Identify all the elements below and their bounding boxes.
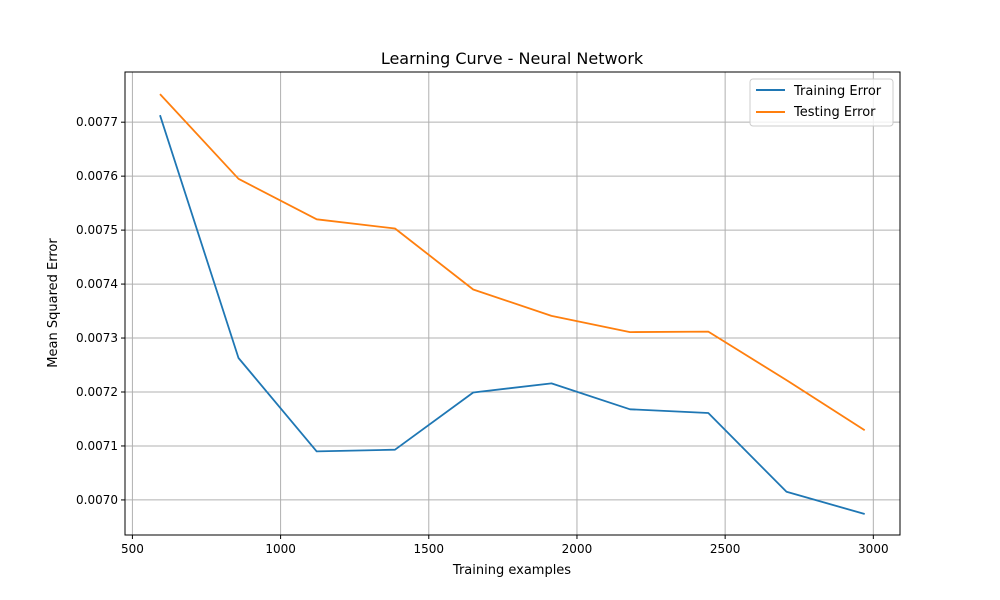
series-layer <box>159 93 866 515</box>
legend-label-training-error: Training Error <box>793 84 882 99</box>
y-tick-label: 0.0074 <box>76 277 118 291</box>
x-axis-label: Training examples <box>452 563 571 578</box>
y-tick-label: 0.0076 <box>76 169 118 183</box>
x-tick-label: 3000 <box>858 542 889 556</box>
x-tick-label: 500 <box>121 542 144 556</box>
x-tick-label: 2000 <box>562 542 593 556</box>
x-tick-label: 1000 <box>265 542 296 556</box>
legend-box <box>749 78 894 127</box>
x-tick-label: 1500 <box>414 542 445 556</box>
y-tick-label: 0.0072 <box>76 385 118 399</box>
chart-title: Learning Curve - Neural Network <box>381 49 644 68</box>
plot-area-frame <box>124 71 901 536</box>
y-tick-label: 0.0075 <box>76 223 118 237</box>
series-line-testing-error <box>159 93 866 432</box>
legend-label-testing-error: Testing Error <box>793 105 876 120</box>
y-tick-label: 0.0070 <box>76 493 118 507</box>
y-axis-label: Mean Squared Error <box>46 238 61 368</box>
y-tick-label: 0.0071 <box>76 439 118 453</box>
x-tick-label: 2500 <box>710 542 741 556</box>
series-line-training-error <box>159 114 865 515</box>
grid-layer <box>125 72 900 535</box>
tick-layer: 500 1000 1500 2000 2500 3000 0.0070 0.0071 0.007… <box>76 115 889 556</box>
y-tick-label: 0.0073 <box>76 331 118 345</box>
y-tick-label: 0.0077 <box>76 115 118 129</box>
legend: Training Error Testing Error <box>749 78 894 127</box>
